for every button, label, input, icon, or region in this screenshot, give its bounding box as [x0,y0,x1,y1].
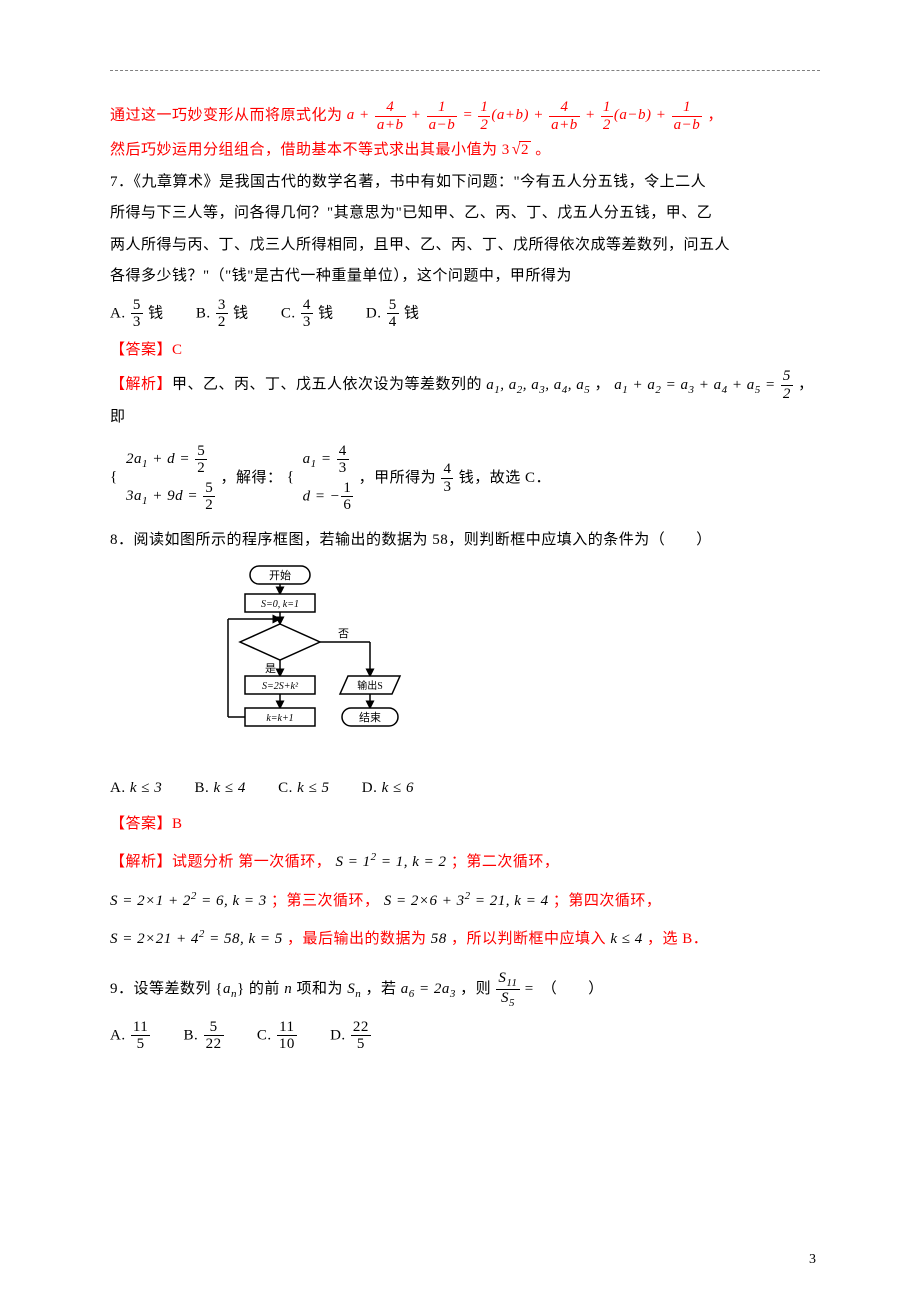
q8-opt-b: B. k ≤ 4 [194,773,245,805]
q7-line-3: 两人所得与丙、丁、戊三人所得相同，且甲、乙、丙、丁、戊所得依次成等差数列，问五人 [110,230,820,262]
q8-flowchart: 开始 S=0, k=1 否 是 S=2S+k² 输出S k=k [220,564,820,759]
q9-opt-c: C. 1110 [257,1019,298,1053]
svg-text:开始: 开始 [269,568,291,582]
q8-step1: S = 12 = 1, k = 2 [336,854,447,870]
svg-text:输出S: 输出S [357,679,383,692]
q7-system-right: a1 = 43 d = −16 [303,440,355,517]
q7-line-2: 所得与下三人等，问各得几何？"其意思为"已知甲、乙、丙、丁、戊五人分五钱，甲、乙 [110,198,820,230]
q7-analysis-2: { 2a1 + d = 52 3a1 + 9d = 52 ，解得： { a1 =… [110,440,820,517]
prelude-math-2: 32 [502,142,531,158]
q8-opt-a: A. k ≤ 3 [110,773,162,805]
q8-stem: 8．阅读如图所示的程序框图，若输出的数据为 58，则判断框中应填入的条件为（ ） [110,525,820,557]
page-number: 3 [809,1252,816,1268]
q9-opt-a: A. 115 [110,1019,151,1053]
document-page: 通过这一巧妙变形从而将原式化为 a + 4a+b + 1a−b = 12(a+b… [0,0,920,1302]
prelude-math-1: a + 4a+b + 1a−b = 12(a+b) + 4a+b + 12(a−… [347,107,708,123]
prelude-post-2: 。 [535,142,551,158]
prelude-pre-2: 然后巧妙运用分组组合，借助基本不等式求出其最小值为 [110,142,498,158]
q9-opt-d: D. 225 [330,1019,372,1053]
q7-answer: 【答案】C [110,335,820,367]
q7-opt-c: C. 43 钱 [281,297,334,331]
q7-analysis-1: 【解析】甲、乙、丙、丁、戊五人依次设为等差数列的 a1, a2, a3, a4,… [110,368,820,434]
svg-text:S=0, k=1: S=0, k=1 [261,599,299,610]
q8-step3: S = 2×6 + 32 = 21, k = 4 [384,893,549,909]
q9-opt-b: B. 522 [184,1019,225,1053]
q7-system-left: 2a1 + d = 52 3a1 + 9d = 52 [126,440,216,517]
q8-step2: S = 2×1 + 22 = 6, k = 3 [110,893,267,909]
q8-analysis-2: S = 2×1 + 22 = 6, k = 3 ；第三次循环， S = 2×6 … [110,885,820,918]
prelude-pre: 通过这一巧妙变形从而将原式化为 [110,107,343,123]
q7-opt-a: A. 53 钱 [110,297,164,331]
q7-seq: a1, a2, a3, a4, a5 [486,377,590,393]
q8-opt-c: C. k ≤ 5 [278,773,329,805]
svg-text:S=2S+k²: S=2S+k² [262,681,299,692]
q8-answer: 【答案】B [110,809,820,841]
q8-analysis-3: S = 2×21 + 42 = 58, k = 5 ，最后输出的数据为 58 ，… [110,923,820,956]
prelude-line-1: 通过这一巧妙变形从而将原式化为 a + 4a+b + 1a−b = 12(a+b… [110,99,820,133]
q8-options: A. k ≤ 3 B. k ≤ 4 C. k ≤ 5 D. k ≤ 6 [110,773,820,805]
q7-line-1: 7．《九章算术》是我国古代的数学名著，书中有如下问题："今有五人分五钱，令上二人 [110,167,820,199]
q8-opt-d: D. k ≤ 6 [362,773,414,805]
svg-text:结束: 结束 [359,711,381,724]
q7-eq1: a1 + a2 = a3 + a4 + a5 = 52 [614,377,798,393]
q7-opt-d: D. 54 钱 [366,297,420,331]
prelude-post-1: ， [708,107,724,123]
svg-text:k=k+1: k=k+1 [266,713,293,724]
q7-line-4: 各得多少钱？"（"钱"是古代一种重量单位），这个问题中，甲所得为 [110,261,820,293]
q8-analysis-1: 【解析】试题分析 第一次循环， S = 12 = 1, k = 2 ；第二次循环… [110,846,820,879]
svg-text:是: 是 [265,662,276,675]
q7-opt-b: B. 32 钱 [196,297,249,331]
prelude-line-2: 然后巧妙运用分组组合，借助基本不等式求出其最小值为 32 。 [110,133,820,167]
header-rule [110,70,820,71]
q9-options: A. 115 B. 522 C. 1110 D. 225 [110,1019,820,1053]
svg-text:否: 否 [338,628,349,640]
q8-step4: S = 2×21 + 42 = 58, k = 5 [110,931,283,947]
q7-options: A. 53 钱 B. 32 钱 C. 43 钱 D. 54 钱 [110,297,820,331]
q9-stem: 9．设等差数列 {an} 的前 n 项和为 Sn ，若 a6 = 2a3 ，则 … [110,970,820,1009]
